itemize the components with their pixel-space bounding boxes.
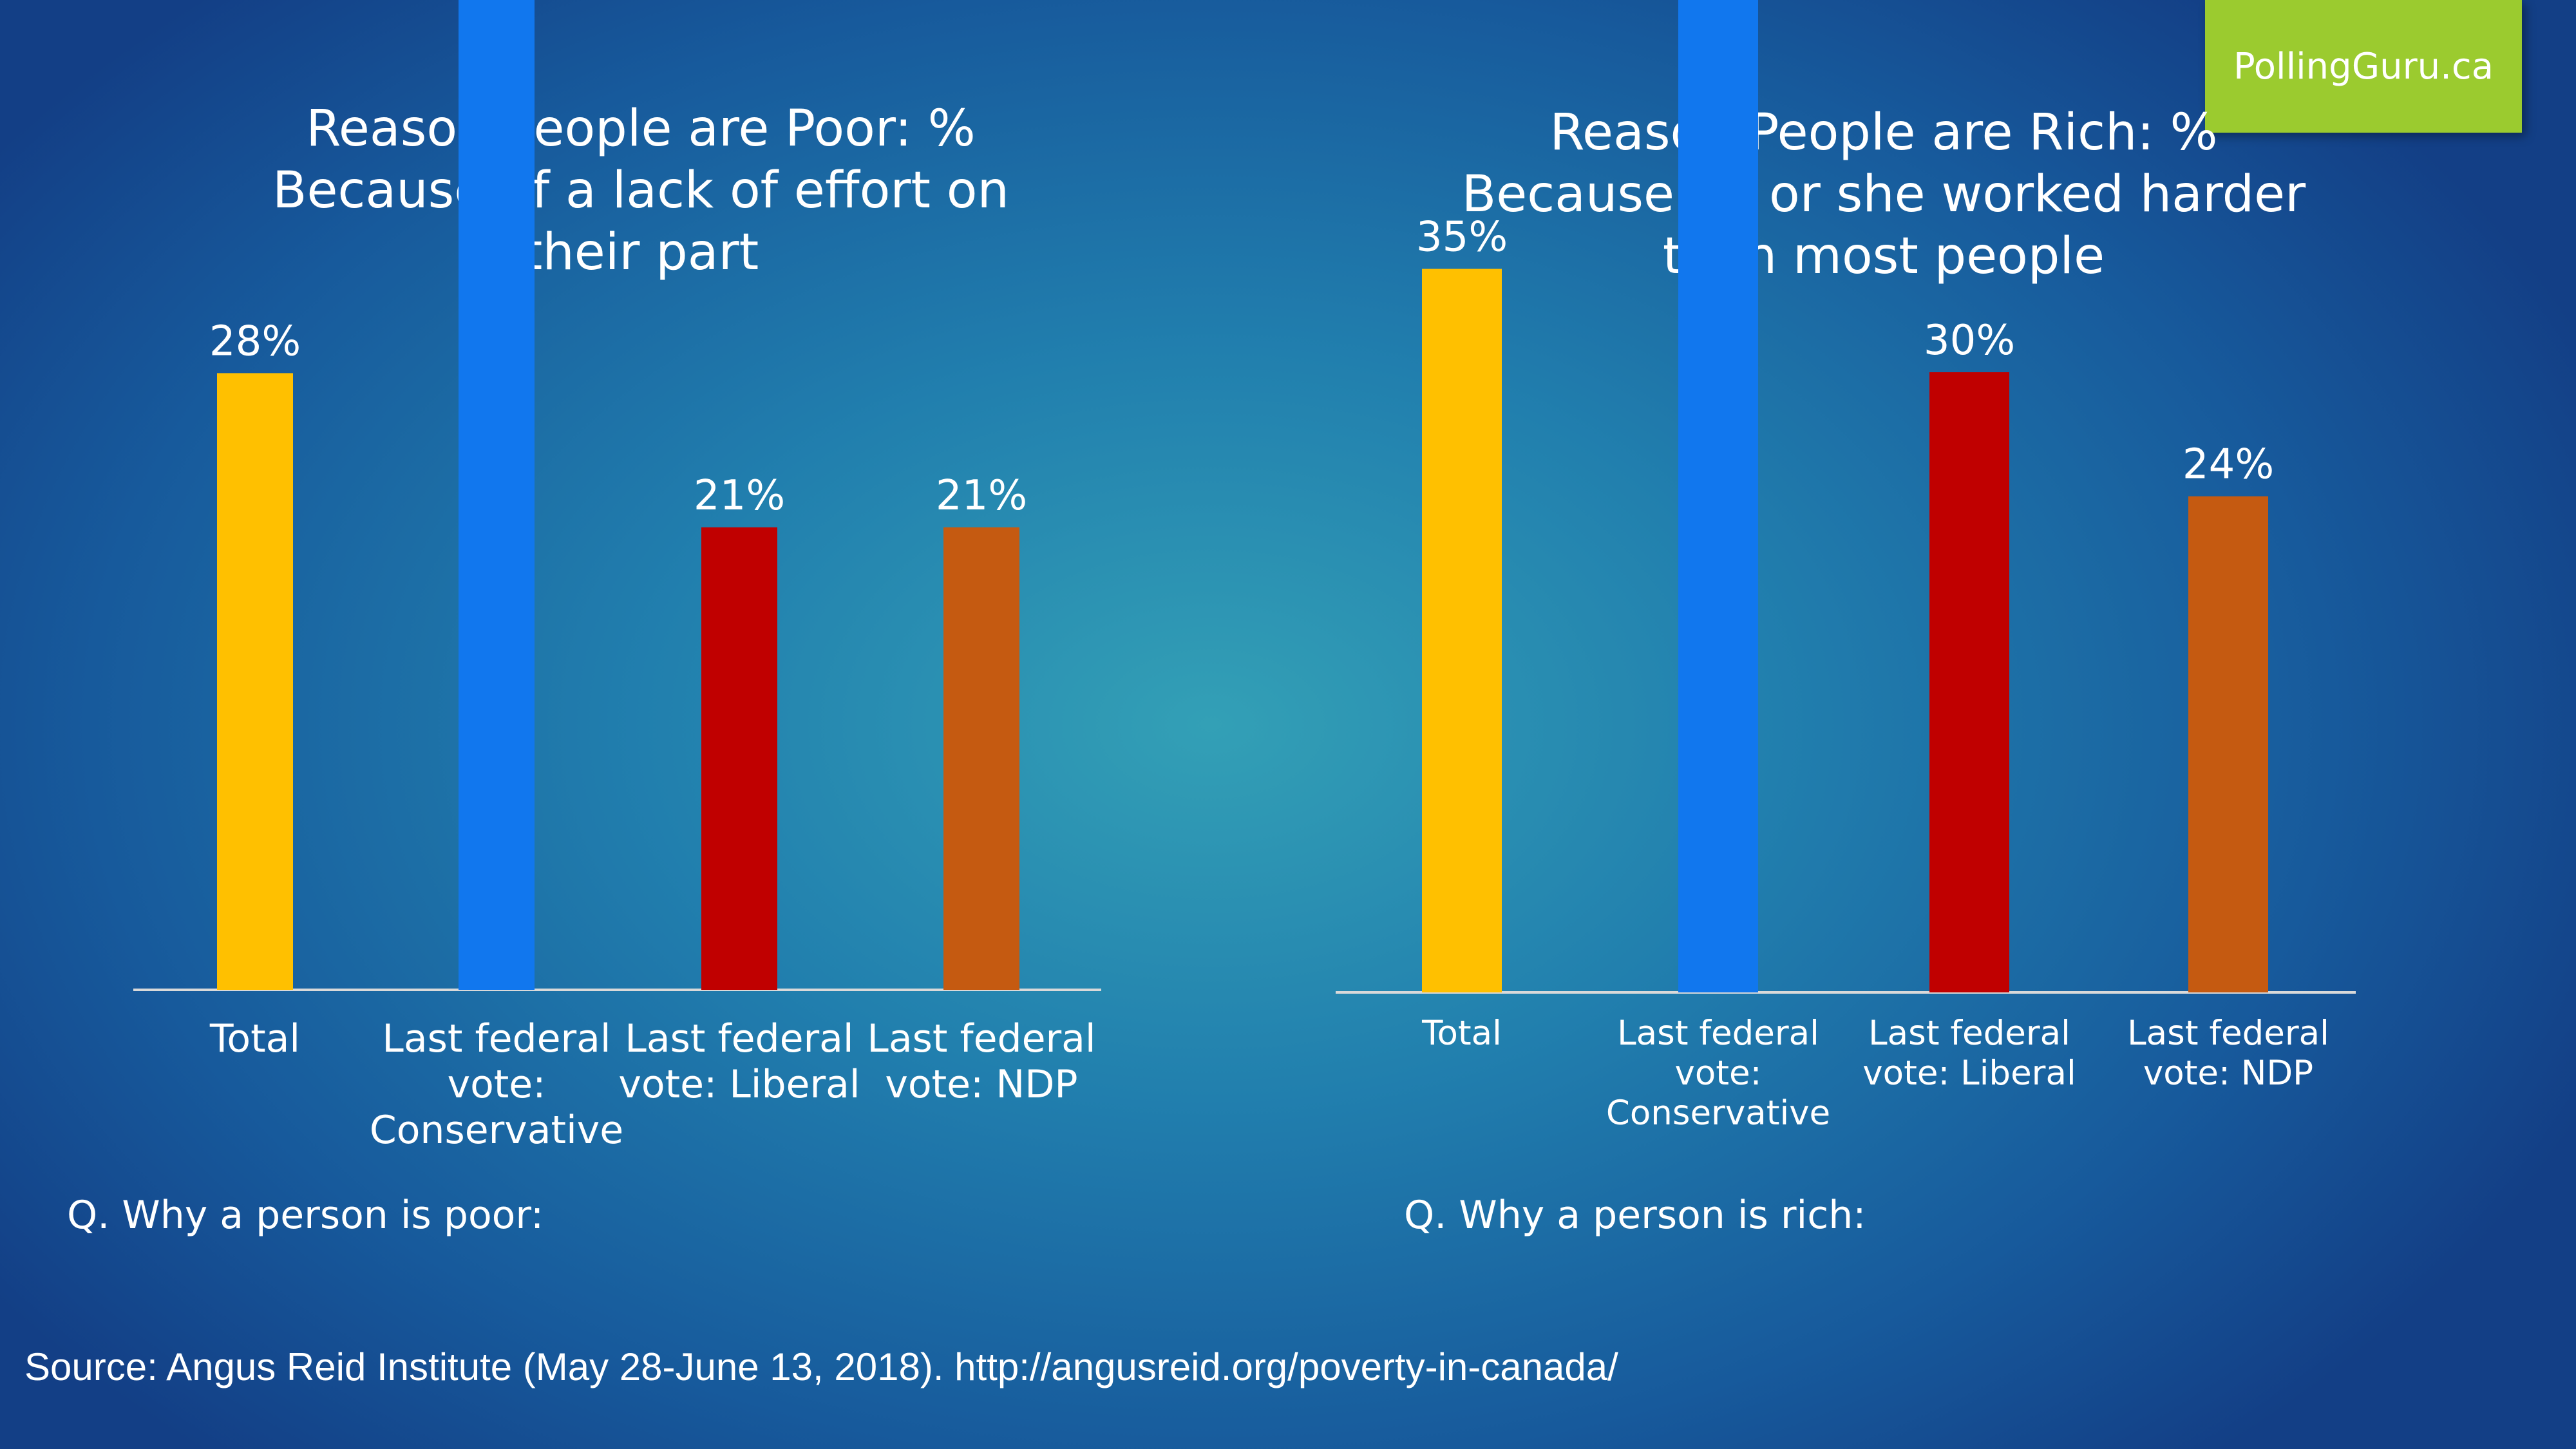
category-label-line: Last federal <box>1617 1014 1819 1053</box>
bar-1 <box>217 373 293 990</box>
category-label-4: Last federal vote: NDP <box>867 1016 1095 1107</box>
category-label-line: Conservative <box>370 1108 623 1153</box>
brand-badge[interactable]: PollingGuru.ca <box>2205 0 2522 133</box>
question-rich: Q. Why a person is rich: <box>1404 1193 1866 1238</box>
category-label-line: Last federal <box>1868 1014 2070 1053</box>
bar-4 <box>2188 496 2268 992</box>
category-label-1: Total <box>209 1016 300 1061</box>
category-label-3: Last federal vote: Liberal <box>618 1016 860 1107</box>
data-label-3: 30% <box>1924 317 2015 365</box>
category-label-1: Total <box>1421 1014 1502 1053</box>
bar-3 <box>1929 372 2009 992</box>
category-label-2: Last federal vote: Conservative <box>1606 1014 1830 1133</box>
chart-poor: 28%Total45%Last federalvote:Conservative… <box>133 0 1101 1153</box>
category-label-line: Last federal <box>2127 1014 2329 1053</box>
category-label-line: vote: <box>448 1062 546 1107</box>
category-label-line: vote: Liberal <box>618 1062 860 1107</box>
category-label-4: Last federal vote: NDP <box>2127 1014 2329 1093</box>
brand-label: PollingGuru.ca <box>2233 45 2494 88</box>
category-label-line: Total <box>209 1016 300 1061</box>
data-label-4: 24% <box>2183 441 2274 489</box>
bar-2 <box>459 0 535 990</box>
bar-2 <box>1678 0 1758 992</box>
data-label-3: 21% <box>694 472 785 520</box>
chart-title-poor: Reason People are Poor: % Because of a l… <box>272 100 1009 281</box>
data-label-1: 28% <box>209 317 301 365</box>
category-label-2: Last federal vote: Conservative <box>370 1016 623 1153</box>
source-citation: Source: Angus Reid Institute (May 28-Jun… <box>24 1345 1618 1388</box>
category-label-line: Last federal <box>625 1016 853 1061</box>
category-label-line: Total <box>1421 1014 1502 1053</box>
category-label-line: vote: NDP <box>885 1062 1077 1107</box>
category-label-line: Last federal <box>382 1016 611 1061</box>
data-label-4: 21% <box>936 472 1027 520</box>
chart-rich: 35%Total52%Last federalvote:Conservative… <box>1336 0 2356 1133</box>
category-label-line: Conservative <box>1606 1094 1830 1133</box>
category-label-3: Last federal vote: Liberal <box>1862 1014 2076 1093</box>
bar-3 <box>701 527 777 990</box>
category-label-line: vote: Liberal <box>1862 1054 2076 1093</box>
category-label-line: Last federal <box>867 1016 1095 1061</box>
data-label-1: 35% <box>1416 214 1508 261</box>
category-label-line: vote: NDP <box>2143 1054 2313 1093</box>
bar-1 <box>1422 269 1502 992</box>
bar-4 <box>943 527 1019 990</box>
question-poor: Q. Why a person is poor: <box>67 1193 544 1238</box>
category-label-line: vote: <box>1674 1054 1761 1093</box>
